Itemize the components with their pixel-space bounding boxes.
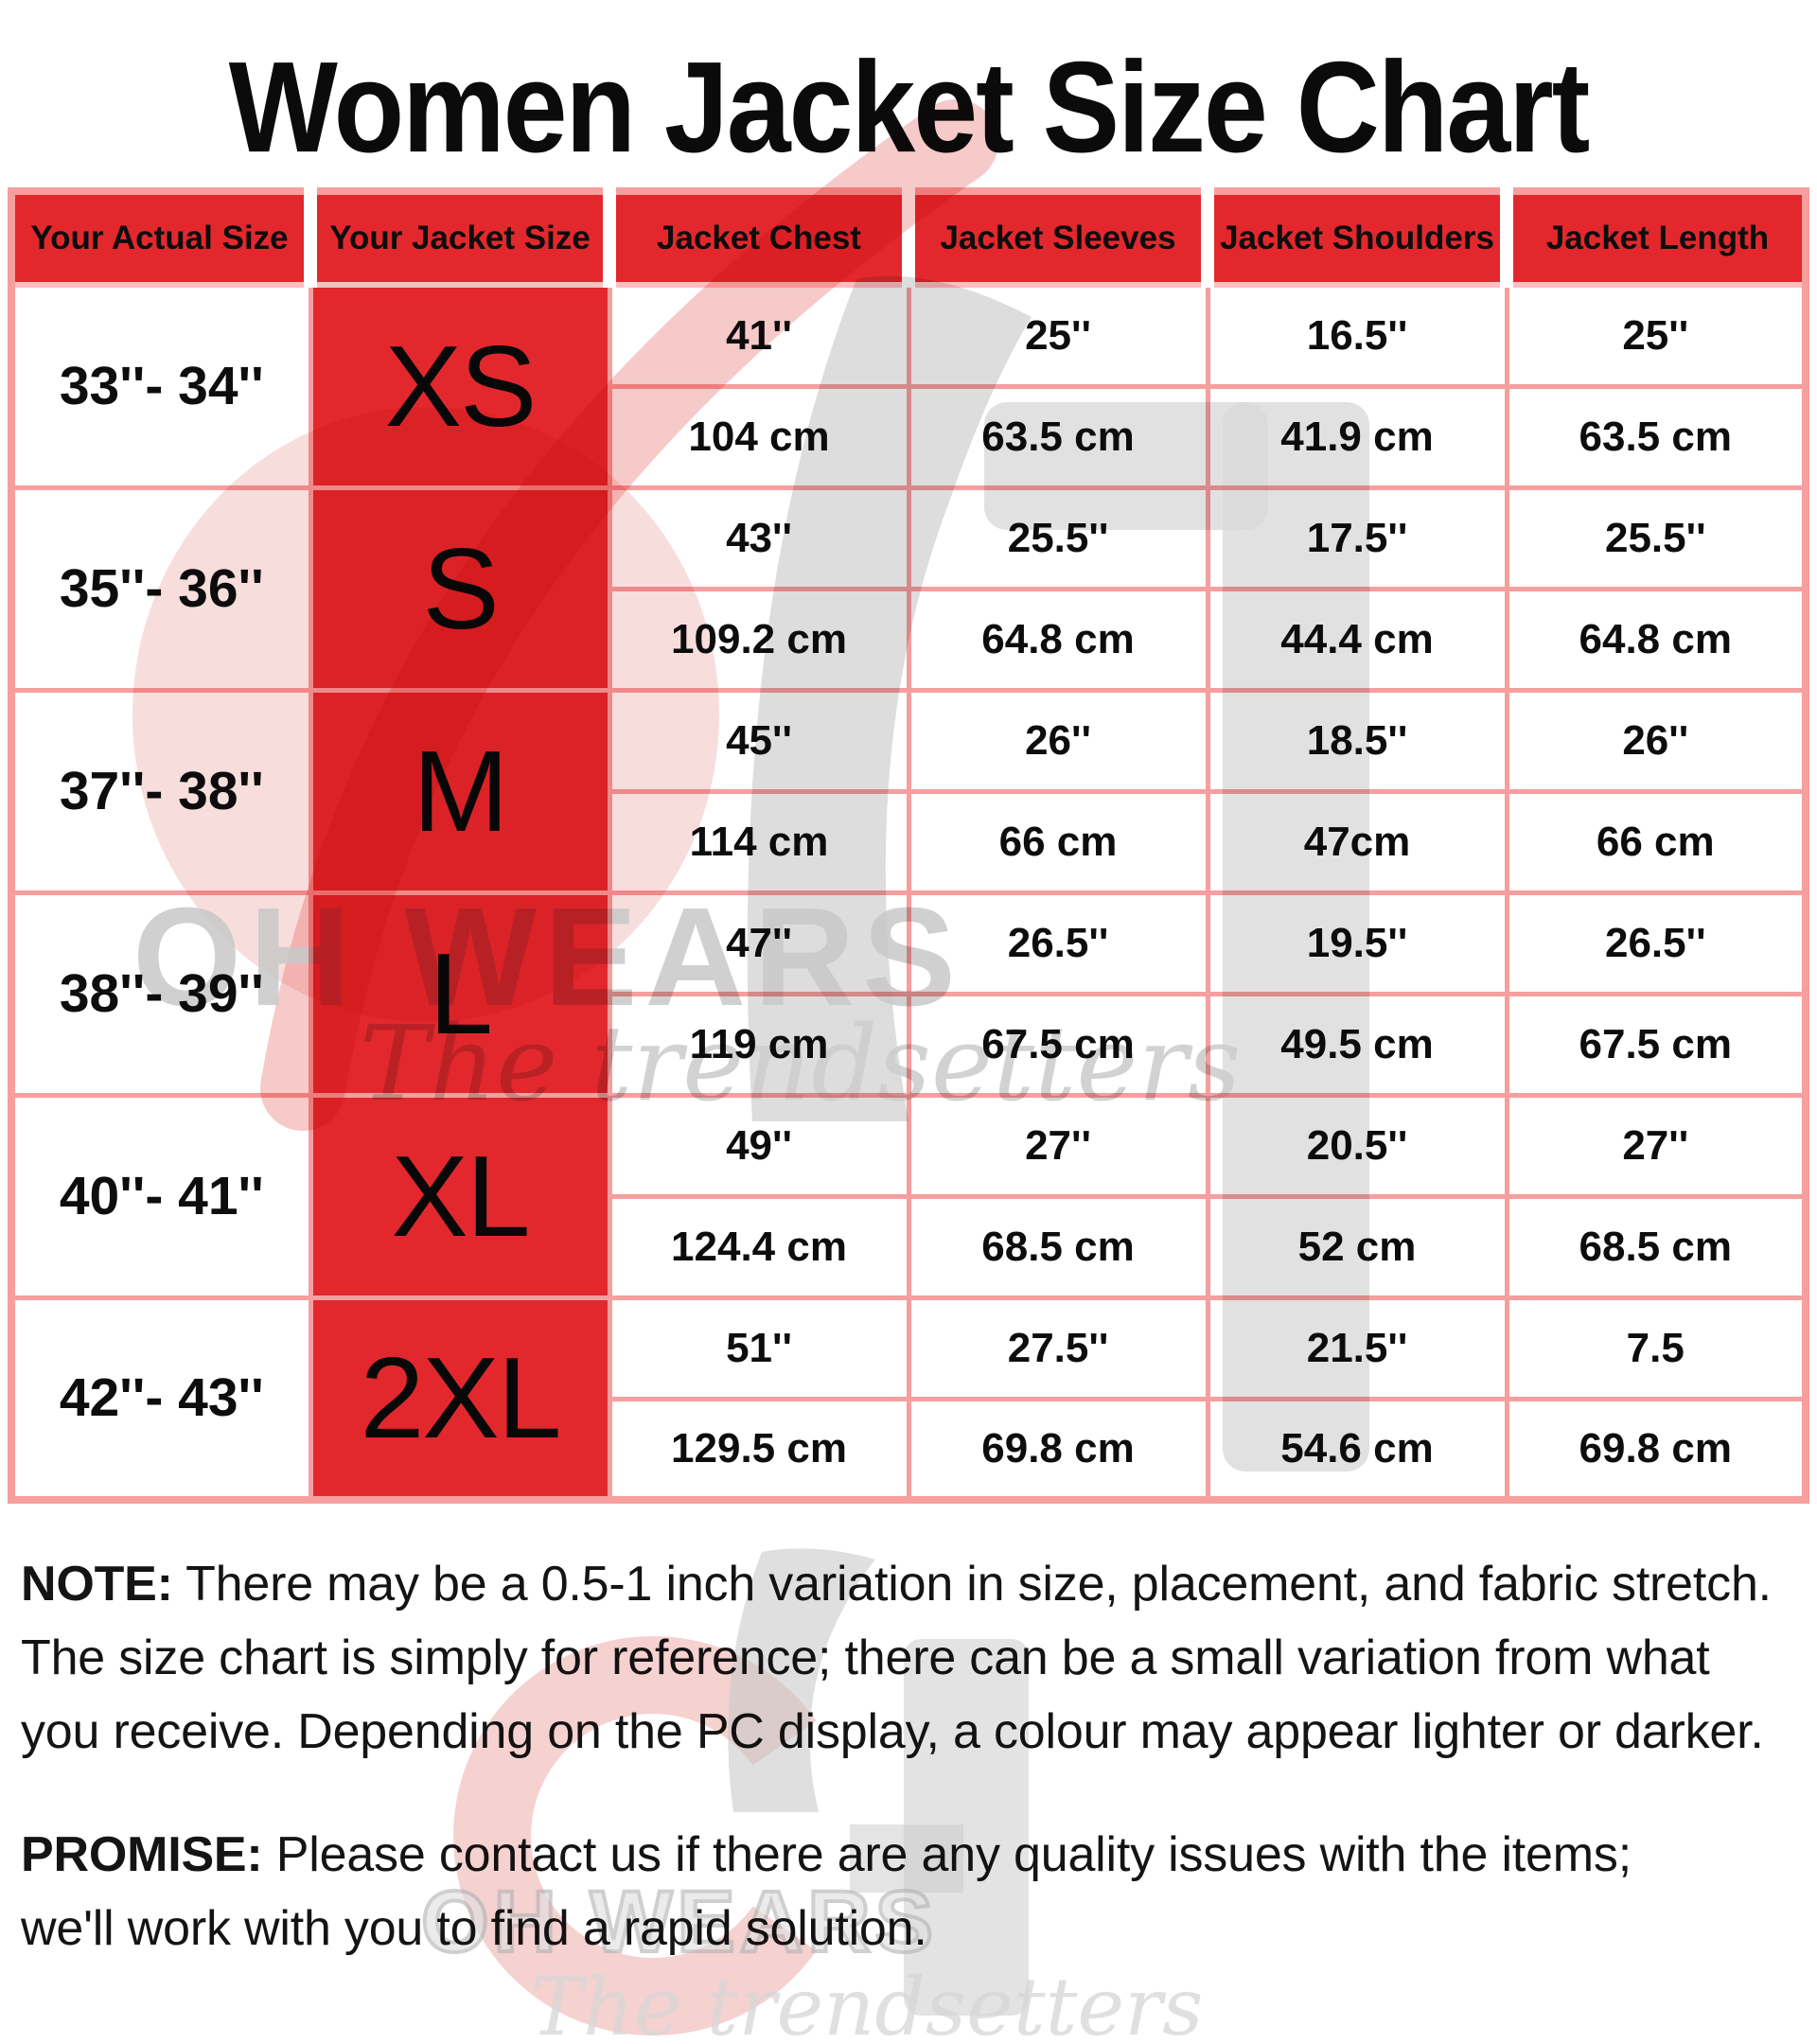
- sleeves-inches-cell: 26.5'': [906, 890, 1210, 996]
- chest-cm-cell: 129.5 cm: [607, 1396, 911, 1503]
- jacket-size-cell: XS: [308, 282, 612, 490]
- sleeves-inches-cell: 27'': [906, 1092, 1210, 1199]
- sleeves-cm-cell: 66 cm: [906, 788, 1210, 895]
- length-cm-cell: 67.5 cm: [1504, 991, 1808, 1098]
- promise-label: PROMISE:: [21, 1827, 263, 1883]
- shoulders-cm-cell: 54.6 cm: [1205, 1396, 1509, 1503]
- shoulders-cm-cell: 41.9 cm: [1205, 383, 1509, 490]
- size-chart-table: Your Actual Size Your Jacket Size Jacket…: [8, 187, 1809, 1505]
- actual-size-cell: 40''- 41'': [9, 1092, 313, 1300]
- shoulders-cm-cell: 52 cm: [1205, 1193, 1509, 1300]
- table-row-2xl-inches: 42''- 43'' 2XL 51'' 27.5'' 21.5'' 7.5: [9, 1295, 1808, 1503]
- chest-inches-cell: 49'': [607, 1092, 911, 1199]
- length-cm-cell: 66 cm: [1504, 788, 1808, 895]
- header-your-jacket-size: Your Jacket Size: [304, 188, 609, 289]
- jacket-size-cell: XL: [308, 1092, 612, 1300]
- shoulders-cm-cell: 44.4 cm: [1205, 586, 1509, 693]
- actual-size-cell: 33''- 34'': [9, 282, 313, 490]
- jacket-size-cell: 2XL: [308, 1295, 612, 1503]
- table-row-l-inches: 38''- 39'' L 47'' 26.5'' 19.5'' 26.5'': [9, 890, 1808, 1098]
- shoulders-inches-cell: 21.5'': [1205, 1295, 1509, 1401]
- sleeves-cm-cell: 63.5 cm: [906, 383, 1210, 490]
- shoulders-inches-cell: 19.5'': [1205, 890, 1509, 996]
- table-row-xl-inches: 40''- 41'' XL 49'' 27'' 20.5'' 27'': [9, 1092, 1808, 1300]
- jacket-size-cell: S: [308, 485, 612, 693]
- length-inches-cell: 25.5'': [1504, 485, 1808, 591]
- length-cm-cell: 68.5 cm: [1504, 1193, 1808, 1300]
- sleeves-inches-cell: 27.5'': [906, 1295, 1210, 1401]
- jacket-size-cell: L: [308, 890, 612, 1098]
- sleeves-inches-cell: 25'': [906, 282, 1210, 389]
- header-jacket-length: Jacket Length: [1500, 188, 1806, 289]
- shoulders-cm-cell: 49.5 cm: [1205, 991, 1509, 1098]
- header-jacket-sleeves: Jacket Sleeves: [902, 188, 1208, 289]
- sleeves-cm-cell: 67.5 cm: [906, 991, 1210, 1098]
- chest-inches-cell: 51'': [607, 1295, 911, 1401]
- chest-cm-cell: 124.4 cm: [607, 1193, 911, 1300]
- note-label: NOTE:: [21, 1557, 173, 1612]
- chest-cm-cell: 114 cm: [607, 788, 911, 895]
- header-jacket-shoulders: Jacket Shoulders: [1201, 188, 1507, 289]
- header-jacket-chest: Jacket Chest: [603, 188, 908, 289]
- sleeves-inches-cell: 25.5'': [906, 485, 1210, 591]
- length-cm-cell: 63.5 cm: [1504, 383, 1808, 490]
- brand-tagline-watermark-bottom: The trendsetters: [530, 1961, 1203, 2044]
- chest-cm-cell: 109.2 cm: [607, 586, 911, 693]
- table-row-m-inches: 37''- 38'' M 45'' 26'' 18.5'' 26'': [9, 687, 1808, 895]
- chest-inches-cell: 45'': [607, 687, 911, 794]
- shoulders-inches-cell: 16.5'': [1205, 282, 1509, 389]
- chest-cm-cell: 104 cm: [607, 383, 911, 490]
- note-paragraph: NOTE: There may be a 0.5-1 inch variatio…: [21, 1547, 1798, 1769]
- header-row: Your Actual Size Your Jacket Size Jacket…: [8, 188, 1806, 289]
- table-row-s-inches: 35''- 36'' S 43'' 25.5'' 17.5'' 25.5'': [9, 485, 1808, 693]
- actual-size-cell: 35''- 36'': [9, 485, 313, 693]
- length-inches-cell: 7.5: [1504, 1295, 1808, 1401]
- sleeves-inches-cell: 26'': [906, 687, 1210, 794]
- size-chart-page: Women Jacket Size Chart Your Actual Size…: [8, 34, 1809, 1965]
- sleeves-cm-cell: 69.8 cm: [906, 1396, 1210, 1503]
- actual-size-cell: 37''- 38'': [9, 687, 313, 895]
- chest-cm-cell: 119 cm: [607, 991, 911, 1098]
- length-inches-cell: 26'': [1504, 687, 1808, 794]
- sleeves-cm-cell: 68.5 cm: [906, 1193, 1210, 1300]
- jacket-size-cell: M: [308, 687, 612, 895]
- length-cm-cell: 64.8 cm: [1504, 586, 1808, 693]
- length-inches-cell: 25'': [1504, 282, 1808, 389]
- length-inches-cell: 26.5'': [1504, 890, 1808, 996]
- note-text: There may be a 0.5-1 inch variation in s…: [21, 1557, 1772, 1760]
- page-title: Women Jacket Size Chart: [228, 34, 1591, 180]
- chest-inches-cell: 43'': [607, 485, 911, 591]
- chest-inches-cell: 41'': [607, 282, 911, 389]
- length-cm-cell: 69.8 cm: [1504, 1396, 1808, 1503]
- actual-size-cell: 38''- 39'': [9, 890, 313, 1098]
- shoulders-inches-cell: 20.5'': [1205, 1092, 1509, 1199]
- promise-text: Please contact us if there are any quali…: [21, 1827, 1632, 1957]
- promise-paragraph: PROMISE: Please contact us if there are …: [21, 1818, 1724, 1965]
- table-row-xs-inches: 33''- 34'' XS 41'' 25'' 16.5'' 25'': [9, 282, 1808, 490]
- shoulders-inches-cell: 18.5'': [1205, 687, 1509, 794]
- shoulders-cm-cell: 47cm: [1205, 788, 1509, 895]
- chest-inches-cell: 47'': [607, 890, 911, 996]
- header-your-actual-size: Your Actual Size: [8, 188, 310, 289]
- length-inches-cell: 27'': [1504, 1092, 1808, 1199]
- sleeves-cm-cell: 64.8 cm: [906, 586, 1210, 693]
- shoulders-inches-cell: 17.5'': [1205, 485, 1509, 591]
- actual-size-cell: 42''- 43'': [9, 1295, 313, 1503]
